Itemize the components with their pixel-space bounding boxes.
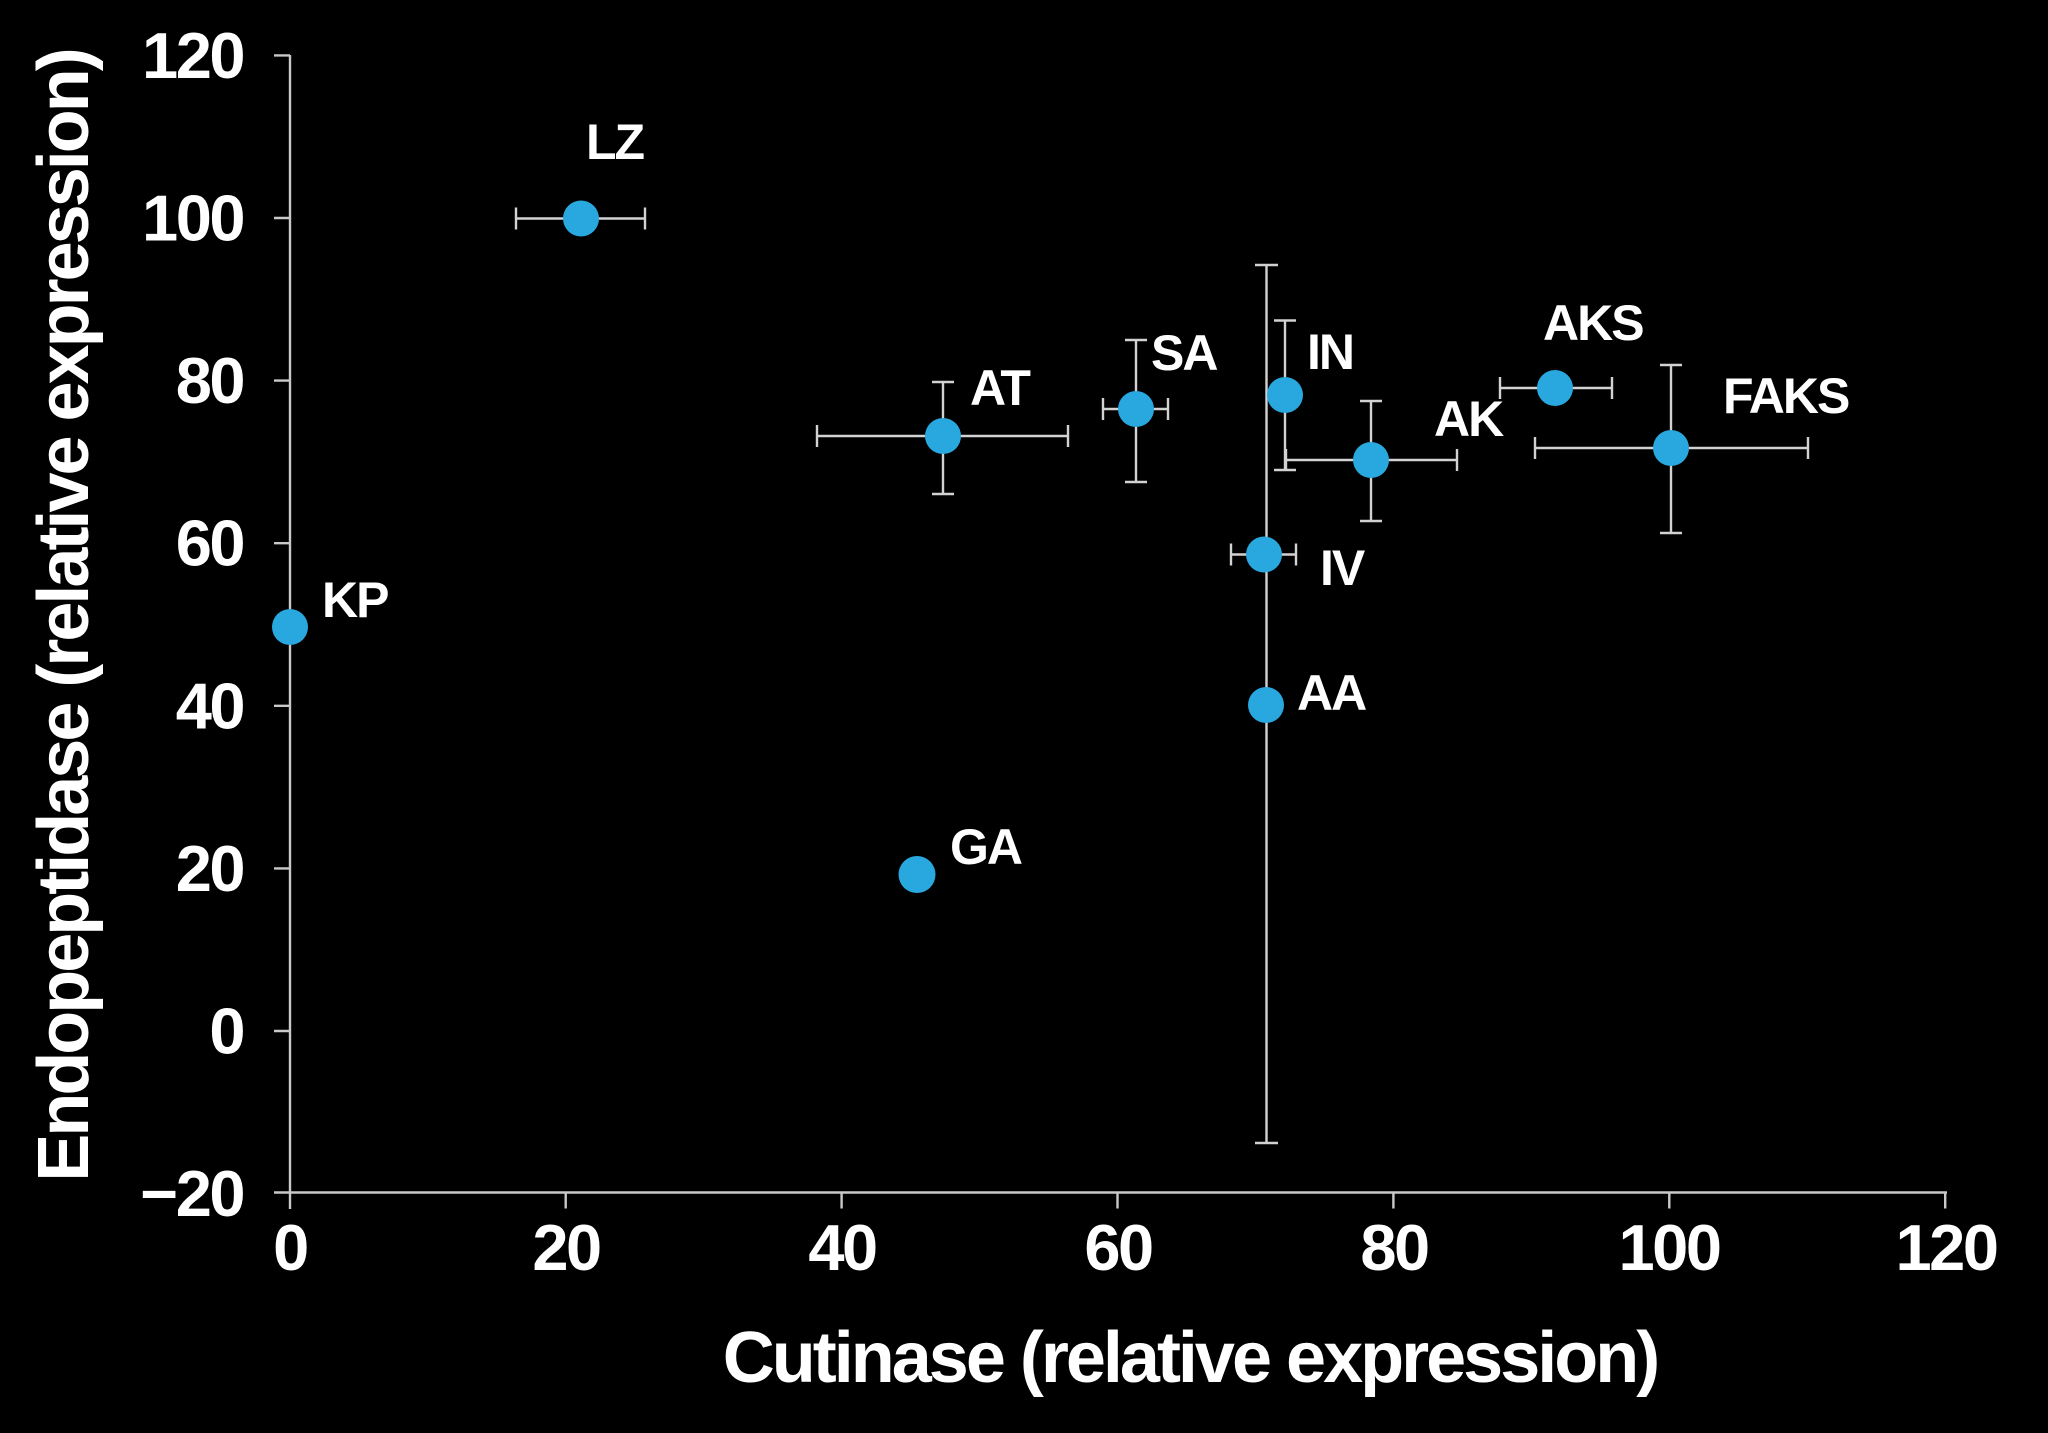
svg-text:60: 60 — [176, 507, 244, 580]
svg-text:Cutinase (relative expression): Cutinase (relative expression) — [723, 1318, 1657, 1398]
svg-text:AKS: AKS — [1543, 295, 1643, 351]
svg-text:40: 40 — [176, 669, 244, 742]
svg-text:AA: AA — [1297, 665, 1366, 721]
svg-text:120: 120 — [142, 19, 243, 92]
svg-text:KP: KP — [322, 572, 388, 628]
svg-text:SA: SA — [1151, 325, 1217, 381]
svg-text:120: 120 — [1896, 1211, 1997, 1284]
svg-text:20: 20 — [532, 1211, 600, 1284]
svg-text:AT: AT — [970, 360, 1030, 416]
svg-text:AK: AK — [1434, 391, 1504, 447]
svg-text:Endopeptidase (relative expres: Endopeptidase (relative expression) — [24, 50, 104, 1181]
svg-text:100: 100 — [142, 182, 243, 255]
svg-text:0: 0 — [209, 995, 243, 1068]
svg-text:100: 100 — [1619, 1211, 1720, 1284]
svg-text:GA: GA — [950, 819, 1022, 875]
svg-text:20: 20 — [176, 832, 244, 905]
svg-text:40: 40 — [808, 1211, 876, 1284]
svg-text:FAKS: FAKS — [1723, 368, 1849, 424]
svg-text:IV: IV — [1320, 540, 1366, 596]
svg-text:0: 0 — [273, 1211, 307, 1284]
svg-text:−20: −20 — [140, 1157, 243, 1230]
svg-text:80: 80 — [176, 344, 244, 417]
svg-text:60: 60 — [1084, 1211, 1152, 1284]
svg-text:LZ: LZ — [586, 114, 645, 170]
svg-text:IN: IN — [1307, 324, 1353, 380]
svg-text:80: 80 — [1360, 1211, 1428, 1284]
